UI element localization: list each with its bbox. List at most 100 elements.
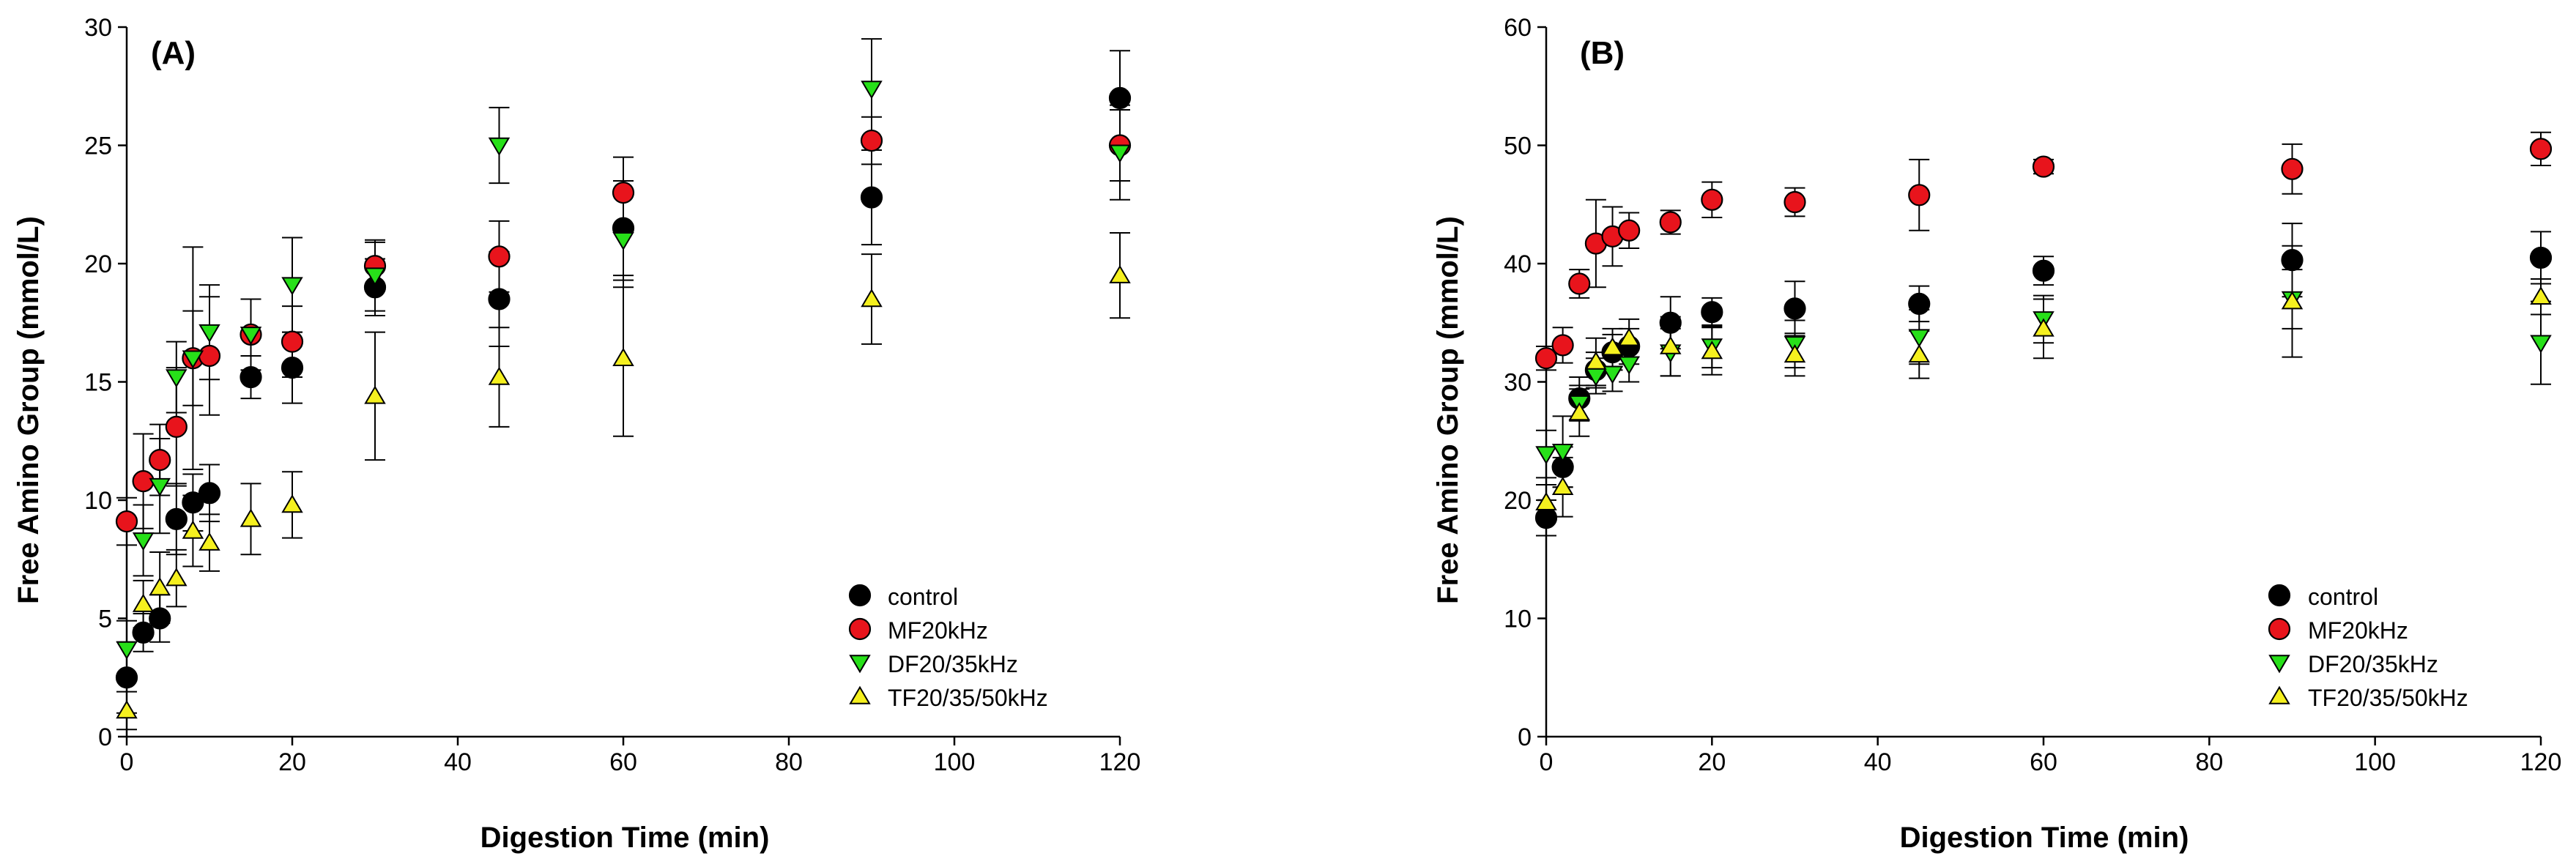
panel-b-mf20khz-point	[1534, 347, 1558, 370]
panel-a-df20-35khz-point	[182, 350, 204, 369]
panel-b-x-tick-label: 20	[1698, 748, 1726, 776]
panel-a-x-tick-label: 120	[1099, 748, 1141, 776]
panel-a-x-tick-label: 0	[120, 748, 134, 776]
panel-a-tf20-35-50khz-point	[132, 593, 155, 612]
panel-a-control-point	[488, 288, 511, 310]
panel-b-df20-35khz-point	[1601, 365, 1624, 384]
panel-a-df20-35khz-point	[861, 81, 883, 100]
panel-b-tf20-35-50khz-point	[1783, 344, 1806, 363]
panel-a-df20-35khz-point	[1109, 144, 1131, 163]
panel-b-mf20khz-point	[1551, 334, 1574, 357]
panel-b-tf20-35-50khz-point	[2281, 291, 2304, 310]
panel-a-control-point	[132, 621, 155, 644]
panel-a-control-point	[281, 357, 304, 379]
panel-b-y-tick-label: 20	[1504, 487, 1532, 515]
panel-a-y-tick-label: 10	[84, 487, 112, 515]
panel-b-y-tick-label: 30	[1504, 369, 1532, 397]
panel-a-y-tick-label: 15	[84, 369, 112, 397]
panel-b-legend-marker-tf20-35-50khz	[2268, 685, 2290, 704]
panel-a-control-point	[182, 491, 204, 514]
panel-a-control-point	[198, 482, 221, 505]
panel-b-control-point	[1701, 301, 1723, 324]
panel-a-mf20khz-point	[281, 330, 304, 353]
panel-a-control-point	[115, 666, 138, 689]
panel-b-y-tick-label: 0	[1518, 723, 1532, 751]
panel-b-control-point	[2281, 249, 2304, 272]
panel-b-y-tick-label: 50	[1504, 133, 1532, 160]
panel-a-tf20-35-50khz-point	[116, 700, 138, 719]
panel-b-tf20-35-50khz-point	[1535, 491, 1557, 510]
panel-b-axes: 0 20 40 60 80 100 120 0 10 20 30 40 50 60	[1504, 14, 2561, 776]
panel-b-y-axis-title: Free Amino Group (mmol/L)	[1432, 216, 1464, 604]
panel-a-y-tick-label: 25	[84, 133, 112, 160]
panel-a-mf20khz-point	[860, 129, 883, 152]
panel-b-mf20khz-point	[1659, 211, 1682, 234]
panel-b-legend-marker-df20-35khz	[2268, 655, 2290, 674]
panel-a-mf20khz-point	[198, 344, 221, 368]
panel-a-df20-35khz-point	[149, 477, 171, 496]
panel-b-legend-label-mf20khz: MF20kHz	[2308, 617, 2408, 644]
panel-b-legend	[2268, 584, 2291, 704]
panel-a-mf20khz-point	[115, 510, 138, 533]
panel-b-tf20-35-50khz-point	[1601, 337, 1624, 356]
panel-a-df20-35khz-point	[612, 231, 634, 251]
panel-b-mf20khz-point	[1701, 188, 1723, 211]
panel-a-tf20-35-50khz-point	[1109, 264, 1131, 283]
panel-b-tf20-35-50khz-point	[1660, 335, 1682, 354]
panel-a-x-tick-label: 40	[444, 748, 472, 776]
panel-a-y-tick-label: 30	[84, 14, 112, 42]
panel-b-x-tick-label: 100	[2354, 748, 2396, 776]
panel-b-mf20khz-point	[2529, 138, 2553, 160]
panel-a-df20-35khz-point	[132, 532, 155, 551]
panel-b-x-axis-title: Digestion Time (min)	[1900, 822, 2189, 854]
panel-a-legend-label-control: control	[888, 584, 958, 610]
panel-a-df20-35khz-point	[116, 641, 138, 660]
panel-a-x-tick-label: 100	[934, 748, 976, 776]
panel-a-mf20khz-point	[488, 245, 511, 268]
panel-a-tf20-35-50khz-point	[240, 508, 262, 527]
panel-a-x-tick-label: 60	[609, 748, 637, 776]
panel-b-label: (B)	[1580, 35, 1625, 71]
panel-a-legend-marker-mf20khz	[848, 617, 872, 641]
panel-b-legend-label-control: control	[2308, 584, 2378, 610]
panel-a-legend-label-df20-35khz: DF20/35kHz	[888, 651, 1018, 677]
panel-b-control-point	[1534, 507, 1558, 529]
panel-a-legend-marker-tf20-35-50khz	[849, 685, 871, 704]
panel-b-tf20-35-50khz-point	[1585, 351, 1607, 370]
panel-a-df20-35khz-point	[198, 324, 220, 343]
panel-b-x-tick-label: 120	[2520, 748, 2562, 776]
panel-a-mf20khz-point	[612, 182, 635, 204]
panel-b-legend-label-df20-35khz: DF20/35kHz	[2308, 651, 2438, 677]
panel-b-x-tick-label: 60	[2030, 748, 2057, 776]
panel-b-tf20-35-50khz-point	[1908, 344, 1930, 363]
panel-b-df20-35khz-point	[2530, 335, 2552, 354]
panel-a-tf20-35-50khz-point	[149, 577, 171, 596]
panel-a-tf20-35-50khz-point	[488, 366, 511, 385]
panel-a-tf20-35-50khz-point	[612, 347, 634, 366]
panel-b-y-tick-label: 60	[1504, 14, 1532, 42]
panel-a-axes: 0 20 40 60 80 100 120 0 5 10 15 20 25 30	[84, 14, 1140, 776]
panel-a-control-point	[860, 186, 883, 209]
panel-a-mf20khz-point	[149, 448, 171, 472]
panel-b-points	[1534, 138, 2553, 529]
panel-a-x-tick-label: 20	[278, 748, 306, 776]
panel-a-y-tick-label: 0	[98, 723, 112, 751]
panel-a-tf20-35-50khz-point	[182, 520, 204, 539]
panel-a-control-point	[1108, 86, 1132, 109]
panel-a-df20-35khz-point	[281, 277, 303, 296]
panel-a-df20-35khz-point	[166, 369, 188, 388]
panel-a-x-tick-label: 80	[775, 748, 803, 776]
panel-a-mf20khz-point	[165, 415, 188, 438]
panel-a-control-point	[149, 607, 171, 630]
panel-b-mf20khz-point	[2032, 155, 2055, 178]
panel-b-tf20-35-50khz-point	[2033, 318, 2055, 337]
panel-a-tf20-35-50khz-point	[364, 385, 386, 404]
panel-b-tf20-35-50khz-point	[1568, 402, 1591, 421]
panel-b-mf20khz-point	[2281, 157, 2304, 180]
panel-b-x-tick-label: 0	[1540, 748, 1554, 776]
panel-a-control-point	[240, 365, 262, 389]
panel-b-y-tick-label: 40	[1504, 250, 1532, 278]
panel-a-x-axis-title: Digestion Time (min)	[480, 822, 770, 854]
panel-b-legend-marker-mf20khz	[2268, 617, 2291, 641]
panel-b-mf20khz-point	[1568, 272, 1591, 295]
